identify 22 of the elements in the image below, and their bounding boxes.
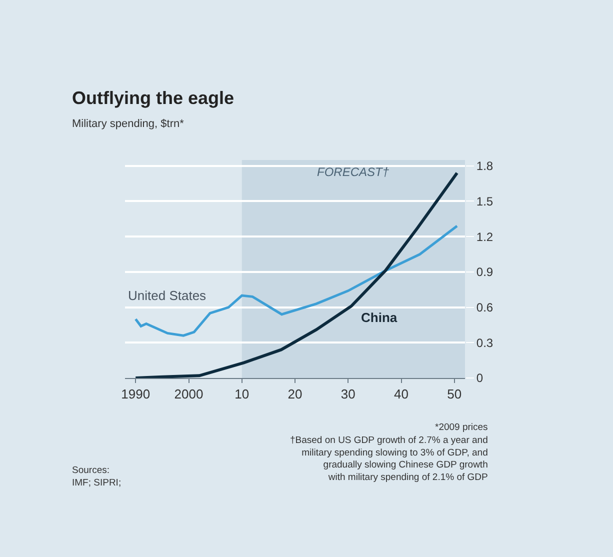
series-label: China	[361, 310, 398, 325]
y-tick-label: 0.6	[476, 300, 494, 314]
chart-title: Outflying the eagle	[72, 88, 234, 108]
y-tick-label: 0.9	[476, 265, 494, 280]
y-tick-label: 1.2	[476, 230, 494, 244]
y-tick-label: 1.5	[476, 194, 494, 208]
y-tick-label: 0	[476, 371, 484, 386]
x-tick-label: 20	[288, 386, 302, 402]
text: *2009 prices	[435, 422, 488, 433]
text: †Based on US GDP growth of 2.7% a year and military spending slowing to 3% of GDP, and gradually slowing Chinese GDP growth with military spending of 2.1% of GDP	[290, 435, 488, 484]
x-tick-label: 30	[340, 386, 356, 402]
series-label: United States	[128, 288, 207, 303]
x-tick-label: 1990	[121, 386, 150, 402]
x-tick-label: 50	[447, 386, 462, 402]
y-tick-label: 1.8	[476, 159, 494, 174]
source-note: Sources: IMF; SIPRI;	[72, 465, 122, 488]
y-tick-label: 0.3	[476, 336, 494, 350]
x-tick-label: 40	[394, 386, 408, 402]
chart-subtitle: Military spending, $trn*	[72, 118, 185, 130]
x-tick-label: 10	[234, 386, 250, 402]
band-label: FORECAST†	[317, 165, 390, 179]
x-tick-label: 2000	[174, 386, 204, 402]
